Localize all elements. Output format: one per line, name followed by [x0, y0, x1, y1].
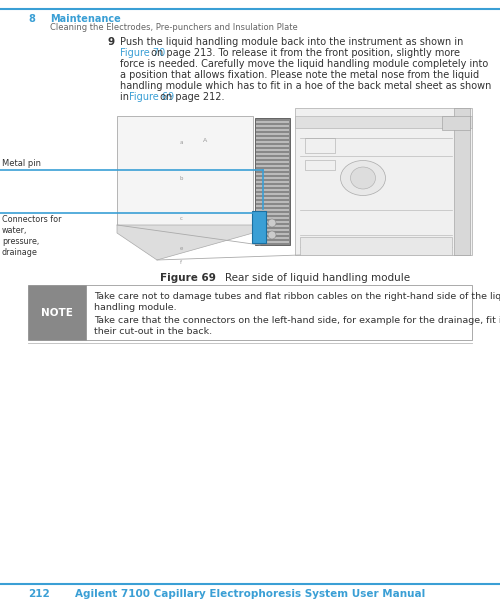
Bar [256, 233, 289, 235]
Text: Rear side of liquid handling module: Rear side of liquid handling module [212, 273, 410, 283]
Text: Maintenance: Maintenance [50, 14, 121, 24]
Bar [256, 157, 289, 159]
Text: on page 213. To release it from the front position, slightly more: on page 213. To release it from the fron… [148, 48, 460, 58]
Bar [256, 209, 289, 211]
Text: Figure 70: Figure 70 [120, 48, 165, 58]
Bar [256, 165, 289, 167]
Text: b: b [180, 175, 184, 181]
Text: on page 212.: on page 212. [157, 92, 224, 102]
Text: Push the liquid handling module back into the instrument as shown in: Push the liquid handling module back int… [120, 37, 464, 47]
Bar [256, 193, 289, 195]
Bar [256, 177, 289, 179]
Bar [256, 237, 289, 239]
Text: handling module.: handling module. [94, 303, 176, 312]
Bar [442, 116, 470, 130]
Bar [305, 160, 335, 170]
Ellipse shape [340, 160, 386, 196]
Bar [454, 108, 470, 255]
Bar [256, 217, 289, 219]
Bar [256, 137, 289, 139]
Text: Cleaning the Electrodes, Pre-punchers and Insulation Plate: Cleaning the Electrodes, Pre-punchers an… [50, 23, 298, 32]
Text: f: f [180, 260, 182, 265]
Text: their cut-out in the back.: their cut-out in the back. [94, 327, 212, 336]
Text: 212: 212 [28, 589, 50, 599]
Bar [28, 285, 86, 340]
Bar [256, 181, 289, 183]
Text: 9: 9 [108, 37, 115, 47]
Bar [300, 237, 452, 255]
Text: handling module which has to fit in a hoe of the back metal sheet as shown: handling module which has to fit in a ho… [120, 81, 492, 91]
Bar [256, 185, 289, 187]
Text: NOTE: NOTE [41, 307, 73, 317]
Bar [256, 225, 289, 227]
Bar [255, 118, 290, 245]
Bar [256, 161, 289, 163]
Bar [256, 173, 289, 175]
Bar [256, 125, 289, 127]
Text: e: e [180, 245, 184, 251]
Circle shape [268, 219, 276, 227]
Bar [256, 189, 289, 191]
Text: Metal pin: Metal pin [2, 159, 41, 168]
Bar [256, 141, 289, 143]
Bar [256, 201, 289, 203]
Bar [256, 149, 289, 151]
Text: 8: 8 [28, 14, 35, 24]
Bar [256, 121, 289, 123]
Text: in: in [120, 92, 132, 102]
Text: Take care that the connectors on the left-hand side, for example for the drainag: Take care that the connectors on the lef… [94, 316, 500, 325]
Text: A: A [204, 138, 208, 143]
Text: Agilent 7100 Capillary Electrophoresis System User Manual: Agilent 7100 Capillary Electrophoresis S… [75, 589, 425, 599]
Bar [117, 116, 253, 225]
Text: Connectors for
water,
pressure,
drainage: Connectors for water, pressure, drainage [2, 215, 62, 257]
Bar [305, 138, 335, 153]
Bar [256, 169, 289, 171]
Bar [256, 145, 289, 147]
Bar [256, 205, 289, 207]
Text: c: c [180, 215, 183, 220]
Bar [252, 211, 266, 243]
Text: a: a [180, 140, 184, 145]
Text: Take care not to damage tubes and flat ribbon cables on the right-hand side of t: Take care not to damage tubes and flat r… [94, 292, 500, 301]
Bar [256, 213, 289, 215]
Bar [256, 129, 289, 131]
Circle shape [268, 231, 276, 239]
Bar [256, 221, 289, 223]
Ellipse shape [350, 167, 376, 189]
Bar [256, 229, 289, 231]
Text: a position that allows fixation. Please note the metal nose from the liquid: a position that allows fixation. Please … [120, 70, 479, 80]
Bar [295, 108, 472, 255]
Text: Figure 69: Figure 69 [129, 92, 174, 102]
Bar [105, 108, 472, 265]
Bar [295, 116, 472, 128]
Bar [256, 197, 289, 199]
Bar [256, 153, 289, 155]
Bar [256, 241, 289, 243]
Text: force is needed. Carefully move the liquid handling module completely into: force is needed. Carefully move the liqu… [120, 59, 488, 69]
Bar [256, 133, 289, 135]
Polygon shape [117, 225, 253, 260]
Bar [86, 285, 472, 340]
Text: Figure 69: Figure 69 [160, 273, 216, 283]
